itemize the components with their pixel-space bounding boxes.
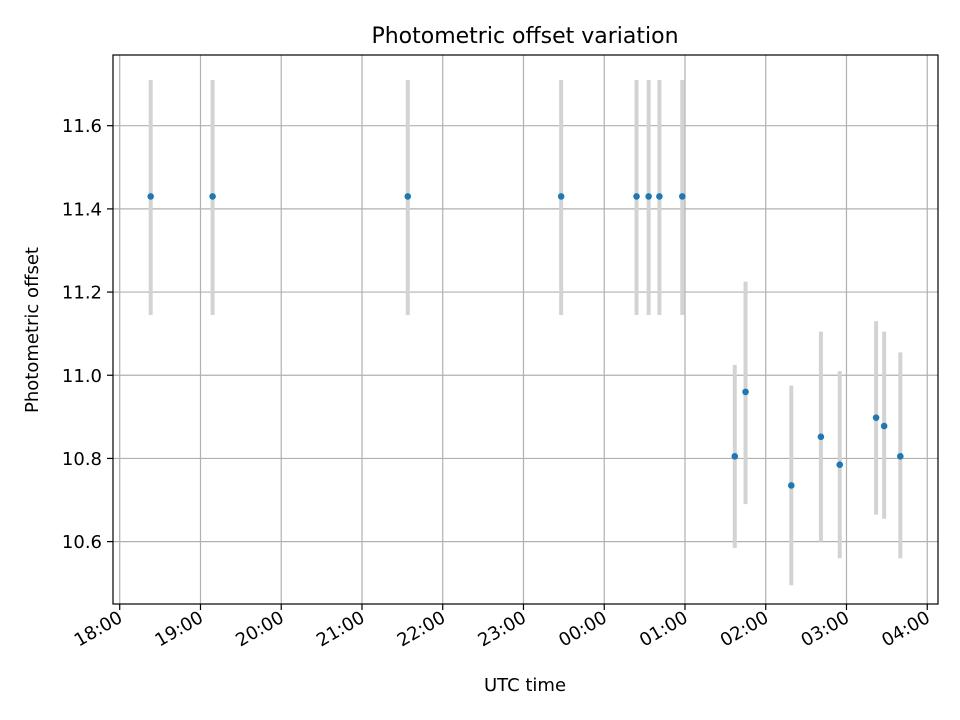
x-tick-label: 04:00 — [878, 607, 933, 651]
x-axis-label: UTC time — [484, 675, 566, 696]
x-tick-label: 19:00 — [152, 607, 207, 651]
y-tick-label: 11.4 — [62, 199, 102, 220]
data-point — [404, 193, 412, 200]
y-tick-label: 10.6 — [62, 532, 102, 553]
data-point — [557, 193, 565, 200]
x-tick-label: 00:00 — [555, 607, 610, 651]
x-tick-label: 18:00 — [71, 607, 126, 651]
y-axis-ticks: 10.6 10.8 11.0 11.2 11.4 11.6 — [62, 116, 113, 553]
data-point — [678, 193, 686, 200]
x-tick-label: 21:00 — [313, 607, 368, 651]
plot-frame — [112, 54, 939, 605]
data-point — [633, 193, 640, 200]
error-bars — [148, 79, 903, 586]
x-tick-label: 23:00 — [475, 607, 530, 651]
data-point — [645, 193, 652, 200]
data-point — [742, 388, 749, 396]
data-point — [731, 453, 739, 460]
data-points — [147, 193, 904, 489]
data-point — [817, 433, 825, 441]
data-point — [209, 193, 216, 200]
data-point — [880, 422, 888, 430]
x-tick-label: 22:00 — [394, 607, 449, 651]
grid — [113, 55, 938, 604]
y-axis-label: Photometric offset — [22, 247, 43, 413]
data-point — [147, 193, 154, 200]
y-tick-label: 10.8 — [62, 449, 102, 470]
x-axis-ticks: 18:00 19:00 20:00 21:00 22:00 23:00 00:00 01:00… — [71, 604, 934, 651]
x-tick-label: 03:00 — [798, 607, 853, 651]
x-tick-label: 01:00 — [636, 607, 691, 651]
data-point — [872, 414, 880, 421]
y-tick-label: 11.0 — [62, 366, 102, 387]
data-point — [836, 461, 844, 468]
x-tick-label: 02:00 — [717, 607, 772, 651]
data-point — [788, 482, 795, 489]
y-tick-label: 11.6 — [62, 116, 102, 137]
data-point — [897, 453, 904, 460]
x-tick-label: 20:00 — [232, 607, 287, 651]
data-point — [656, 193, 663, 200]
chart-title: Photometric offset variation — [371, 24, 678, 49]
y-tick-label: 11.2 — [62, 283, 102, 304]
